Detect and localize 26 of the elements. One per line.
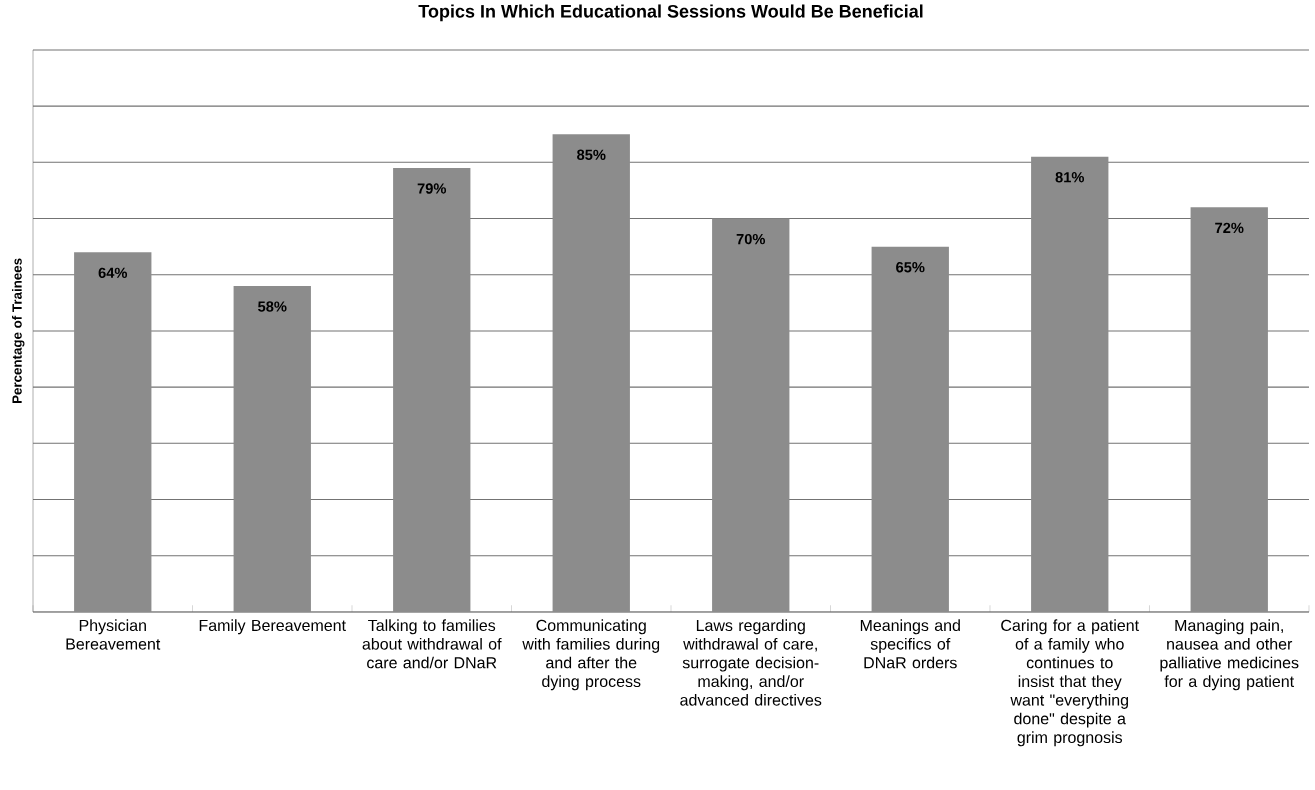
bar <box>552 134 630 612</box>
x-tick-label: Managing pain, nausea and other palliative medicines for a dying patient <box>1160 619 1299 691</box>
x-tick-label: Talking to families about withdrawal of care and/or DNaR <box>362 619 502 669</box>
bar <box>393 167 471 612</box>
bar <box>74 252 152 612</box>
data-label: 65% <box>896 262 925 273</box>
data-label: 70% <box>736 233 766 245</box>
x-tick-label: Physician Bereavement <box>66 619 161 650</box>
bar <box>1190 207 1268 612</box>
data-label: 58% <box>258 301 287 312</box>
bar <box>712 218 790 612</box>
x-tick-label: Laws regarding withdrawal of care, surrogate decision-making, and/or advanced directives <box>680 619 822 706</box>
data-label: 85% <box>577 149 606 161</box>
chart-title: Topics In Which Educational Sessions Would Be Beneficial <box>418 4 923 22</box>
data-label: 79% <box>417 183 447 194</box>
x-tick-label: Caring for a patient of a family who continues to insist that they want "everything done" despite a grim prognosis <box>1001 619 1139 747</box>
bar <box>871 246 949 612</box>
x-tick-label: Communicating with families during and after the dying process <box>522 619 660 691</box>
x-tick-label: Meanings and specifics of DNaR orders <box>860 619 960 669</box>
bar <box>233 286 311 612</box>
data-label: 72% <box>1215 222 1244 234</box>
data-label: 64% <box>98 267 128 279</box>
y-axis-title: Percentage of Trainees <box>11 258 25 404</box>
bar <box>1031 156 1109 612</box>
data-label: 81% <box>1055 172 1085 183</box>
x-tick-label: Family Bereavement <box>199 619 346 635</box>
